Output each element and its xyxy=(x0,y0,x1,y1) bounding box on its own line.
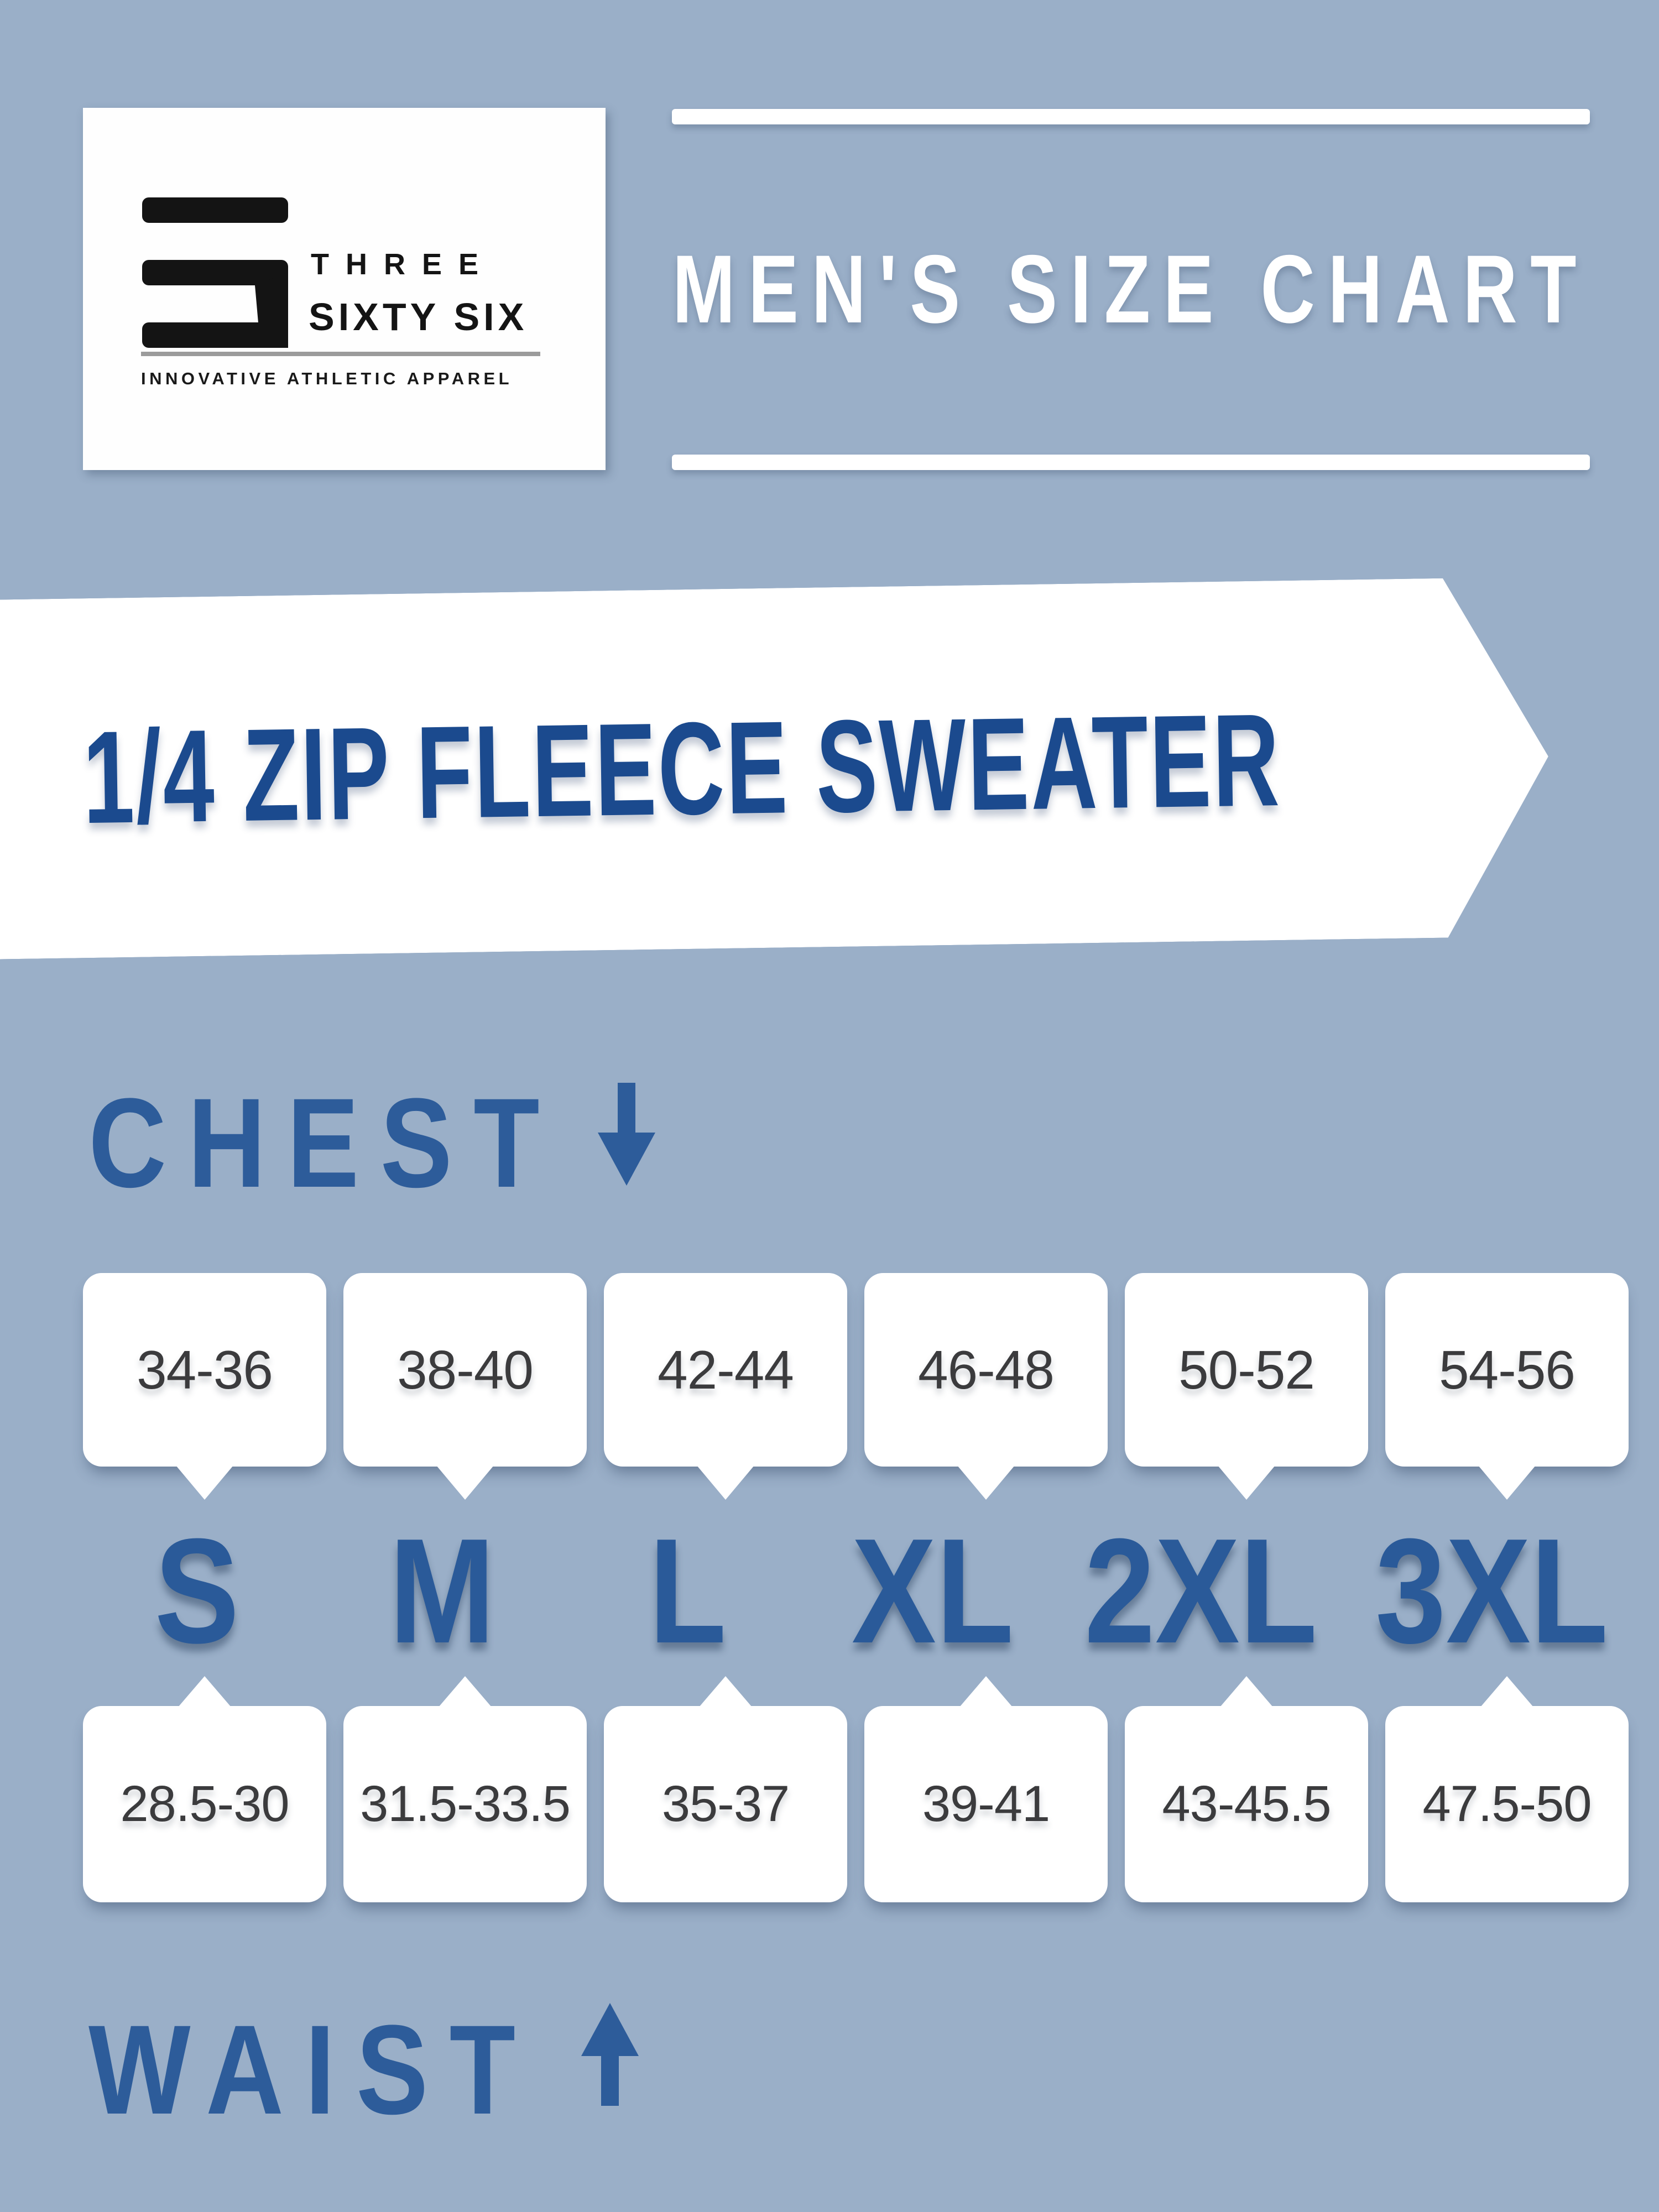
brand-logo-card: THREE SIXTY SIX INNOVATIVE ATHLETIC APPA… xyxy=(83,108,606,470)
waist-value-bubble: 31.5-33.5 xyxy=(343,1676,587,1902)
waist-value-bubble: 28.5-30 xyxy=(83,1676,326,1902)
bubble-pointer xyxy=(1480,1676,1533,1707)
size-label-m: M xyxy=(389,1508,495,1674)
chest-value-bubble: 34-36 xyxy=(83,1273,326,1500)
chest-values-row: 34-36 38-40 42-44 46-48 50-52 54-56 xyxy=(83,1273,1629,1500)
bubble-pointer xyxy=(697,1465,754,1500)
bubble-pointer xyxy=(1220,1676,1273,1707)
product-name: 1/4 ZIP FLEECE SWEATER xyxy=(82,687,1282,852)
waist-value-bubble: 47.5-50 xyxy=(1385,1676,1629,1902)
bubble-pointer xyxy=(959,1676,1013,1707)
waist-values-row: 28.5-30 31.5-33.5 35-37 39-41 43-45.5 47… xyxy=(83,1676,1629,1902)
bubble-pointer xyxy=(957,1465,1015,1500)
bubble-pointer xyxy=(699,1676,752,1707)
chest-section-label: CHEST xyxy=(88,1072,561,1214)
waist-value: 28.5-30 xyxy=(120,1776,289,1832)
three-sixty-six-logo-icon xyxy=(142,197,288,348)
chest-value: 38-40 xyxy=(397,1339,534,1400)
size-label-xl: XL xyxy=(851,1508,1014,1674)
chest-value: 50-52 xyxy=(1178,1339,1315,1400)
bubble-pointer xyxy=(1218,1465,1275,1500)
size-label-s: S xyxy=(154,1508,239,1674)
header: MEN'S SIZE CHART xyxy=(672,109,1590,470)
bubble-pointer xyxy=(439,1676,492,1707)
logo-brand-word-2: SIXTY SIX xyxy=(309,295,528,338)
header-top-bar xyxy=(672,109,1590,124)
waist-value-bubble: 39-41 xyxy=(864,1676,1108,1902)
waist-value: 39-41 xyxy=(922,1776,1050,1832)
logo-divider xyxy=(141,352,540,356)
chest-value-bubble: 46-48 xyxy=(864,1273,1108,1500)
product-banner: 1/4 ZIP FLEECE SWEATER xyxy=(0,577,1551,959)
chest-value-bubble: 38-40 xyxy=(343,1273,587,1500)
chest-value: 46-48 xyxy=(918,1339,1055,1400)
header-bottom-bar xyxy=(672,455,1590,470)
bubble-pointer xyxy=(436,1465,494,1500)
bubble-pointer xyxy=(176,1465,233,1500)
waist-value: 31.5-33.5 xyxy=(360,1776,571,1832)
size-label-3xl: 3XL xyxy=(1375,1508,1608,1674)
chest-value-bubble: 42-44 xyxy=(604,1273,847,1500)
bubble-pointer xyxy=(1478,1465,1536,1500)
logo-tagline: INNOVATIVE ATHLETIC APPAREL xyxy=(141,369,513,388)
size-label-2xl: 2XL xyxy=(1084,1508,1317,1674)
chest-value: 54-56 xyxy=(1439,1339,1575,1400)
waist-value: 35-37 xyxy=(661,1776,790,1832)
page-title: MEN'S SIZE CHART xyxy=(672,236,1590,343)
logo-brand-word-1: THREE xyxy=(311,248,495,281)
size-label-l: L xyxy=(648,1508,727,1674)
bubble-pointer xyxy=(178,1676,231,1707)
size-labels-row: S M L XL 2XL 3XL xyxy=(83,1517,1629,1666)
chest-value-bubble: 54-56 xyxy=(1385,1273,1629,1500)
waist-value: 43-45.5 xyxy=(1162,1776,1331,1832)
waist-section-label: WAIST xyxy=(88,1999,537,2141)
waist-value-bubble: 35-37 xyxy=(604,1676,847,1902)
up-arrow-icon xyxy=(581,2003,639,2106)
waist-value-bubble: 43-45.5 xyxy=(1125,1676,1368,1902)
chest-value: 42-44 xyxy=(658,1339,794,1400)
waist-value: 47.5-50 xyxy=(1422,1776,1592,1832)
down-arrow-icon xyxy=(598,1083,655,1186)
chest-value-bubble: 50-52 xyxy=(1125,1273,1368,1500)
chest-value: 34-36 xyxy=(137,1339,273,1400)
